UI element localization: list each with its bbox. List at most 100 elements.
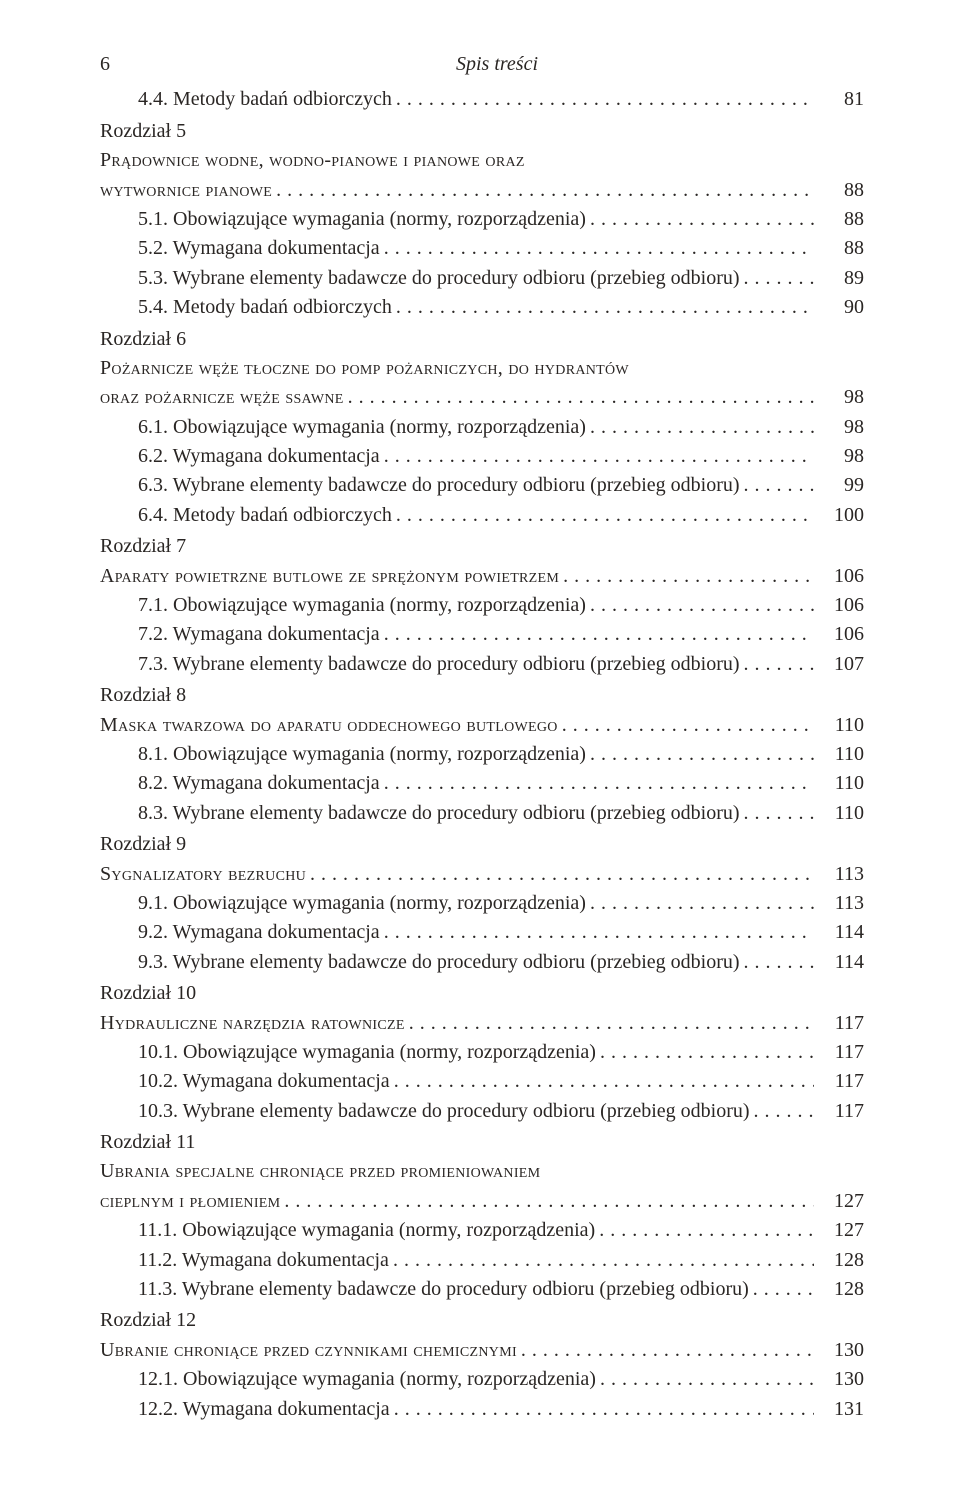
dot-leader: ........................................…	[740, 264, 814, 293]
dot-leader: ........................................…	[344, 383, 814, 412]
entry-label: Rozdział 10	[100, 979, 196, 1008]
toc-entry: Hydrauliczne narzędzia ratownicze.......…	[100, 1009, 864, 1038]
toc-entry: 7.1. Obowiązujące wymagania (normy, rozp…	[100, 591, 864, 620]
toc-entry: 9.3. Wybrane elementy badawcze do proced…	[100, 948, 864, 977]
toc-entry: 9.1. Obowiązujące wymagania (normy, rozp…	[100, 889, 864, 918]
entry-label: 9.1. Obowiązujące wymagania (normy, rozp…	[138, 889, 586, 918]
entry-label: 5.1. Obowiązujące wymagania (normy, rozp…	[138, 205, 586, 234]
entry-label: 7.3. Wybrane elementy badawcze do proced…	[138, 650, 740, 679]
toc-entry: 10.1. Obowiązujące wymagania (normy, roz…	[100, 1038, 864, 1067]
dot-leader: ........................................…	[306, 860, 814, 889]
toc-entry: 10.3. Wybrane elementy badawcze do proce…	[100, 1097, 864, 1126]
dot-leader: ........................................…	[280, 1187, 814, 1216]
toc-entry: Sygnalizatory bezruchu..................…	[100, 860, 864, 889]
toc-entry: Prądownice wodne, wodno-pianowe i pianow…	[100, 146, 864, 175]
entry-label: 10.2. Wymagana dokumentacja	[138, 1067, 390, 1096]
entry-label: 12.1. Obowiązujące wymagania (normy, roz…	[138, 1365, 596, 1394]
dot-leader: ........................................…	[740, 799, 814, 828]
entry-label: Rozdział 7	[100, 532, 186, 561]
toc-entry: 5.2. Wymagana dokumentacja..............…	[100, 234, 864, 263]
toc-entry: 12.1. Obowiązujące wymagania (normy, roz…	[100, 1365, 864, 1394]
entry-label: Sygnalizatory bezruchu	[100, 860, 306, 889]
dot-leader: ........................................…	[595, 1216, 814, 1245]
toc-entry: 4.4. Metody badań odbiorczych...........…	[100, 85, 864, 114]
dot-leader: ........................................…	[559, 562, 814, 591]
dot-leader: ........................................…	[380, 918, 814, 947]
dot-leader: ........................................…	[392, 85, 814, 114]
entry-page: 106	[814, 562, 864, 591]
entry-label: 7.2. Wymagana dokumentacja	[138, 620, 380, 649]
entry-page: 114	[814, 948, 864, 977]
entry-page: 88	[814, 176, 864, 205]
entry-page: 89	[814, 264, 864, 293]
entry-label: Rozdział 11	[100, 1128, 195, 1157]
toc-entry: 5.4. Metody badań odbiorczych...........…	[100, 293, 864, 322]
entry-page: 113	[814, 889, 864, 918]
toc-entry: 6.1. Obowiązujące wymagania (normy, rozp…	[100, 413, 864, 442]
entry-page: 100	[814, 501, 864, 530]
entry-page: 99	[814, 471, 864, 500]
dot-leader: ........................................…	[750, 1097, 814, 1126]
entry-label: 7.1. Obowiązujące wymagania (normy, rozp…	[138, 591, 586, 620]
toc-entry: 7.2. Wymagana dokumentacja..............…	[100, 620, 864, 649]
dot-leader: ........................................…	[586, 591, 814, 620]
entry-page: 131	[814, 1395, 864, 1424]
entry-page: 110	[814, 711, 864, 740]
toc-entry: 7.3. Wybrane elementy badawcze do proced…	[100, 650, 864, 679]
dot-leader: ........................................…	[380, 620, 814, 649]
entry-page: 130	[814, 1336, 864, 1365]
entry-label: 4.4. Metody badań odbiorczych	[138, 85, 392, 114]
toc-entry: Maska twarzowa do aparatu oddechowego bu…	[100, 711, 864, 740]
toc-entry: 8.3. Wybrane elementy badawcze do proced…	[100, 799, 864, 828]
entry-label: 11.2. Wymagana dokumentacja	[138, 1246, 389, 1275]
toc-entry: Rozdział 9	[100, 830, 864, 859]
entry-page: 88	[814, 234, 864, 263]
entry-label: 9.3. Wybrane elementy badawcze do proced…	[138, 948, 740, 977]
entry-label: 11.3. Wybrane elementy badawcze do proce…	[138, 1275, 749, 1304]
entry-label: Rozdział 9	[100, 830, 186, 859]
toc-entry: 12.2. Wymagana dokumentacja.............…	[100, 1395, 864, 1424]
entry-page: 81	[814, 85, 864, 114]
entry-page: 88	[814, 205, 864, 234]
toc-entry: 8.1. Obowiązujące wymagania (normy, rozp…	[100, 740, 864, 769]
entry-label: 9.2. Wymagana dokumentacja	[138, 918, 380, 947]
dot-leader: ........................................…	[392, 293, 814, 322]
entry-label: 10.3. Wybrane elementy badawcze do proce…	[138, 1097, 750, 1126]
toc-entry: Pożarnicze węże tłoczne do pomp pożarnic…	[100, 354, 864, 383]
dot-leader: ........................................…	[390, 1067, 814, 1096]
entry-page: 128	[814, 1246, 864, 1275]
dot-leader: ........................................…	[389, 1246, 814, 1275]
entry-page: 127	[814, 1216, 864, 1245]
dot-leader: ........................................…	[586, 413, 814, 442]
entry-label: Rozdział 5	[100, 117, 186, 146]
entry-page: 98	[814, 442, 864, 471]
dot-leader: ........................................…	[405, 1009, 814, 1038]
running-title: Spis treści	[130, 50, 864, 79]
entry-page: 113	[814, 860, 864, 889]
entry-label: 5.4. Metody badań odbiorczych	[138, 293, 392, 322]
entry-page: 127	[814, 1187, 864, 1216]
entry-page: 117	[814, 1097, 864, 1126]
toc-entry: Ubrania specjalne chroniące przed promie…	[100, 1157, 864, 1186]
dot-leader: ........................................…	[517, 1336, 814, 1365]
entry-label: oraz pożarnicze węże ssawne	[100, 383, 344, 412]
dot-leader: ........................................…	[586, 889, 814, 918]
dot-leader: ........................................…	[392, 501, 814, 530]
entry-label: Ubranie chroniące przed czynnikami chemi…	[100, 1336, 517, 1365]
entry-label: wytwornice pianowe	[100, 176, 272, 205]
entry-label: 5.3. Wybrane elementy badawcze do proced…	[138, 264, 740, 293]
entry-label: 8.1. Obowiązujące wymagania (normy, rozp…	[138, 740, 586, 769]
entry-label: 6.1. Obowiązujące wymagania (normy, rozp…	[138, 413, 586, 442]
toc-entry: Rozdział 12	[100, 1306, 864, 1335]
toc-entry: 8.2. Wymagana dokumentacja..............…	[100, 769, 864, 798]
entry-page: 117	[814, 1038, 864, 1067]
running-header: 6 Spis treści	[100, 50, 864, 79]
entry-label: 8.3. Wybrane elementy badawcze do proced…	[138, 799, 740, 828]
toc-entry: 6.3. Wybrane elementy badawcze do proced…	[100, 471, 864, 500]
entry-label: Hydrauliczne narzędzia ratownicze	[100, 1009, 405, 1038]
entry-page: 107	[814, 650, 864, 679]
dot-leader: ........................................…	[740, 471, 814, 500]
entry-page: 130	[814, 1365, 864, 1394]
toc-entry: Rozdział 11	[100, 1128, 864, 1157]
entry-page: 117	[814, 1067, 864, 1096]
